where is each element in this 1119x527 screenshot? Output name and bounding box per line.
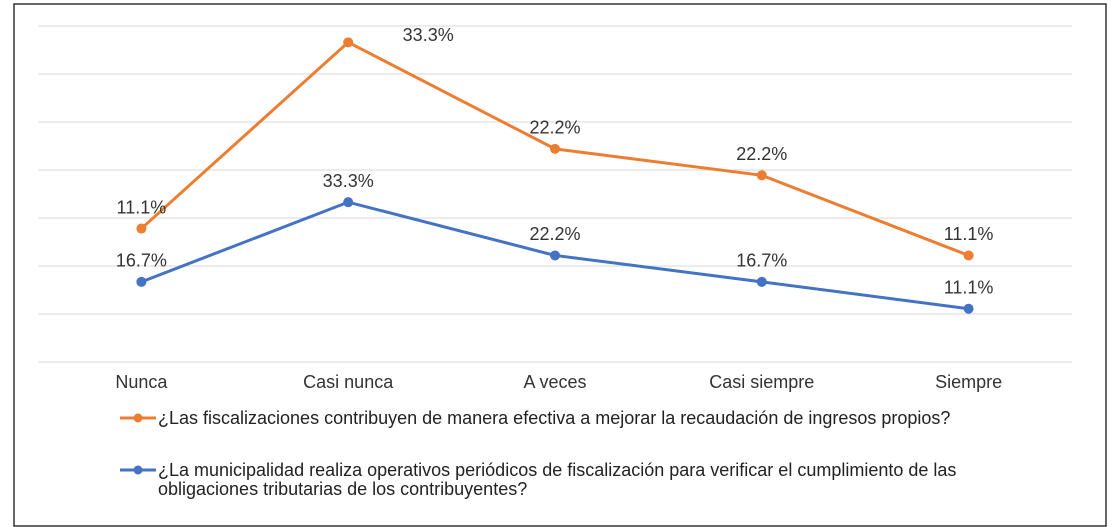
- x-tick-label: Siempre: [935, 372, 1002, 392]
- legend-marker: [133, 465, 143, 475]
- x-tick-label: A veces: [523, 372, 586, 392]
- data-label: 16.7%: [116, 251, 167, 271]
- data-label: 22.2%: [529, 118, 580, 138]
- x-tick-label: Nunca: [115, 372, 168, 392]
- legend-marker: [133, 413, 143, 423]
- point: [550, 250, 560, 261]
- data-label: 22.2%: [736, 144, 787, 164]
- x-tick-label: Casi siempre: [709, 372, 814, 392]
- point: [136, 223, 147, 234]
- point: [756, 276, 767, 287]
- point: [343, 37, 354, 48]
- point: [963, 303, 974, 314]
- data-label: 33.3%: [403, 25, 454, 45]
- data-label: 11.1%: [944, 224, 994, 244]
- frame: [13, 3, 1107, 527]
- legend-entry: ¿Las fiscalizaciones contribuyen de mane…: [158, 408, 951, 428]
- point: [963, 250, 974, 261]
- x-tick-label: Casi nunca: [303, 372, 394, 392]
- legend-entry: ¿La municipalidad realiza operativos per…: [158, 460, 957, 499]
- data-label: 11.1%: [117, 197, 167, 217]
- point: [756, 170, 767, 181]
- data-label: 33.3%: [323, 171, 374, 191]
- point: [136, 276, 147, 287]
- data-label: 16.7%: [736, 251, 787, 271]
- point: [550, 143, 560, 154]
- point: [343, 197, 354, 208]
- data-label: 22.2%: [529, 224, 580, 244]
- data-label: 11.1%: [944, 277, 994, 297]
